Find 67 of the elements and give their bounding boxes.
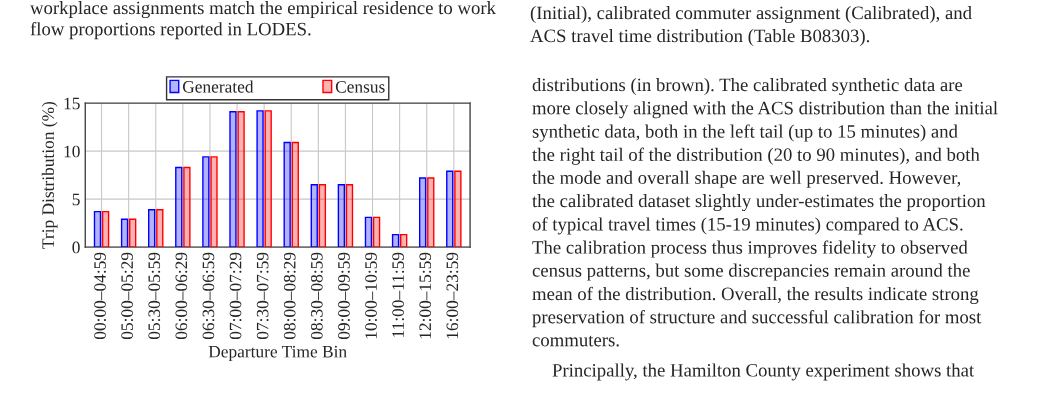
x-tick-label: 08:30–08:59 xyxy=(310,252,323,340)
text: the right tail of the distribution (20 to 90 minutes), and both xyxy=(532,147,980,165)
text: mean of the distribution. Overall, the results indicate strong xyxy=(532,286,979,305)
bar xyxy=(364,216,373,248)
bar xyxy=(400,233,408,248)
bar xyxy=(101,210,110,248)
bar xyxy=(345,184,354,248)
bar xyxy=(418,177,427,248)
text: distributions (in brown). The calibrated synthetic data are xyxy=(532,78,963,96)
x-tick-label: 06:30–06:59 xyxy=(202,252,215,340)
bar xyxy=(93,210,102,248)
x-tick-label: 16:00–23:59 xyxy=(446,252,459,339)
bar xyxy=(427,177,435,248)
y-axis-title: Trip Distribution (%) xyxy=(41,101,58,249)
bar xyxy=(283,141,291,248)
legend-label: Generated xyxy=(182,80,254,93)
bar xyxy=(237,111,245,248)
y-tick-label: 10 xyxy=(64,145,80,158)
y-tick-label: 15 xyxy=(64,97,80,110)
text: flow proportions reported in LODES. xyxy=(30,22,311,40)
y-tick-label: 0 xyxy=(72,241,80,254)
bar xyxy=(229,111,237,248)
bar xyxy=(147,208,156,248)
bar xyxy=(291,141,299,248)
x-tick-label: 00:00–04:59 xyxy=(94,252,106,340)
bar xyxy=(337,184,346,248)
text: the mode and overall shape are well preserved. However, xyxy=(532,170,961,188)
bar xyxy=(183,166,191,248)
x-tick-label: 05:00–05:29 xyxy=(121,252,134,340)
text: The calibration process thus improves fidelity to observed xyxy=(532,240,968,258)
x-tick-label: 10:00–10:59 xyxy=(365,252,377,339)
x-tick-label: 06:00–06:29 xyxy=(175,252,188,340)
bar xyxy=(129,218,137,248)
bar xyxy=(372,216,381,248)
bar xyxy=(454,170,462,248)
legend-label: Census xyxy=(335,81,385,93)
x-tick-label: 05:30–05:59 xyxy=(148,252,161,340)
bar xyxy=(310,184,318,248)
text: preservation of structure and successful calibration for most xyxy=(532,310,982,328)
x-axis-title: Departure Time Bin xyxy=(208,345,347,362)
text: census patterns, but some discrepancies remain around the xyxy=(532,263,970,281)
bar xyxy=(318,184,327,248)
bar xyxy=(264,110,272,248)
bar xyxy=(120,218,129,248)
bar xyxy=(210,156,218,248)
text: commuters. xyxy=(532,335,619,347)
x-tick-label: 11:00–11:59 xyxy=(392,252,405,337)
text: Principally, the Hamilton County experiment shows that xyxy=(552,363,975,381)
text: synthetic data, both in the left tail (up to 15 minutes) and xyxy=(532,124,958,142)
text: workplace assignments match the empirical residence to work xyxy=(30,1,496,19)
x-tick-label: 12:00–15:59 xyxy=(419,252,432,339)
y-tick-label: 5 xyxy=(72,193,80,206)
bar xyxy=(156,208,164,248)
x-tick-label: 07:30–07:59 xyxy=(256,252,269,340)
text: the calibrated dataset slightly under-estimates the proportion xyxy=(532,194,986,212)
bar xyxy=(202,156,210,248)
x-tick-label: 09:00–09:59 xyxy=(338,252,350,340)
text: more closely aligned with the ACS distribution than the initial xyxy=(532,101,998,119)
x-tick-label: 08:00–08:29 xyxy=(283,252,296,340)
bar xyxy=(391,233,400,248)
bar xyxy=(256,110,264,248)
bar xyxy=(175,166,183,248)
text: ACS travel time distribution (Table B08303). xyxy=(530,29,870,46)
text: of typical travel times (15-19 minutes) compared to ACS. xyxy=(532,217,963,235)
x-tick-label: 07:00–07:29 xyxy=(229,252,242,340)
text: (Initial), calibrated commuter assignment (Calibrated), and xyxy=(530,6,972,24)
bar xyxy=(446,170,454,248)
